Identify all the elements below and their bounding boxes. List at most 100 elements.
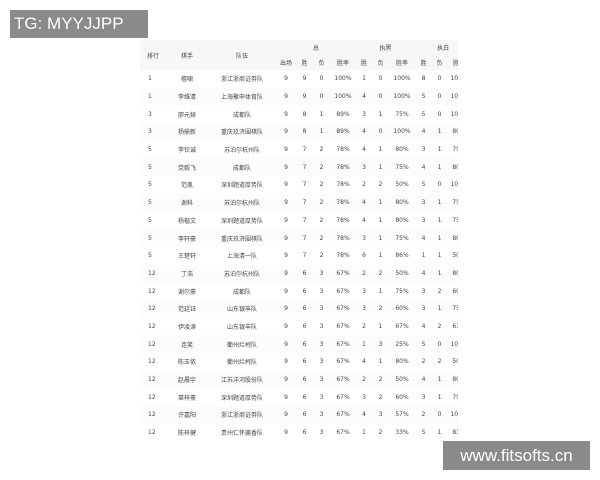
table-row: 12 辜梓豪 深圳题道厚势队 9 6 3 67% 3 2 60% 3 1 75% <box>140 388 458 406</box>
cell-white-rate: 100% <box>450 110 458 118</box>
watermark-bottom: www.fitsofts.cn <box>443 441 590 470</box>
cell-white-rate: 75% <box>452 216 458 224</box>
cell-team: 深圳题道厚势队 <box>220 394 263 402</box>
cell-black-losses: 2 <box>378 181 383 189</box>
cell-rank: 12 <box>148 340 156 348</box>
cell-white-rate: 100% <box>450 93 458 101</box>
cell-white-losses: 1 <box>437 163 442 171</box>
cell-white-wins: 2 <box>421 411 426 419</box>
header-black-rate: 胜率 <box>396 60 409 67</box>
cell-rank: 5 <box>148 234 152 242</box>
cell-team: 重庆玖济围棋队 <box>220 235 263 243</box>
cell-white-wins: 1 <box>421 252 426 260</box>
cell-black-rate: 25% <box>395 340 409 348</box>
cell-black-losses: 3 <box>378 411 383 419</box>
header-black-win: 胜 <box>361 60 368 67</box>
cell-team: 深圳题道厚势队 <box>220 217 263 225</box>
cell-black-wins: 4 <box>362 199 366 207</box>
cell-win-rate: 78% <box>336 181 350 189</box>
cell-games: 9 <box>284 146 288 154</box>
cell-wins: 7 <box>302 234 307 242</box>
cell-rank: 1 <box>148 75 152 83</box>
cell-rank: 12 <box>148 358 156 366</box>
cell-rank: 5 <box>148 199 152 207</box>
cell-black-wins: 2 <box>362 181 366 189</box>
cell-white-losses: 1 <box>437 269 442 277</box>
cell-white-losses: 0 <box>437 340 442 348</box>
cell-white-losses: 0 <box>437 181 442 189</box>
cell-win-rate: 67% <box>336 429 350 437</box>
cell-rank: 3 <box>148 128 152 136</box>
table-row: 12 赵晨宇 江苏洋河股份队 9 6 3 67% 2 2 50% 4 1 80% <box>140 370 458 389</box>
cell-team: 山东银丰队 <box>226 306 257 314</box>
table-row: 12 范廷钰 山东银丰队 9 6 3 67% 3 2 60% 3 1 75% <box>140 299 458 318</box>
cell-wins: 9 <box>302 75 307 83</box>
cell-win-rate: 67% <box>336 322 350 330</box>
cell-rank: 5 <box>148 252 152 260</box>
cell-white-losses: 1 <box>437 216 442 224</box>
cell-player: 丁浩 <box>180 270 193 278</box>
cell-player: 陈玉侬 <box>177 359 196 367</box>
cell-player: 党毅飞 <box>177 164 196 172</box>
cell-black-rate: 75% <box>395 287 409 295</box>
cell-white-losses: 2 <box>437 322 442 330</box>
cell-white-wins: 5 <box>421 340 426 348</box>
cell-white-losses: 1 <box>437 128 442 136</box>
cell-team: 贵州仁怀酱香队 <box>220 430 263 438</box>
cell-losses: 2 <box>319 199 324 207</box>
cell-losses: 2 <box>319 181 324 189</box>
cell-losses: 3 <box>319 376 324 384</box>
cell-losses: 1 <box>319 128 324 136</box>
cell-black-wins: 3 <box>362 110 366 118</box>
cell-player: 杨楷文 <box>177 217 196 225</box>
cell-black-wins: 4 <box>362 128 366 136</box>
cell-white-wins: 3 <box>421 199 426 207</box>
cell-black-rate: 80% <box>395 358 409 366</box>
cell-wins: 6 <box>302 358 307 366</box>
cell-white-losses: 1 <box>437 393 442 401</box>
cell-player: 赵晨宇 <box>177 377 196 385</box>
cell-white-losses: 0 <box>437 93 442 101</box>
cell-player: 檀啸 <box>180 76 193 84</box>
cell-team: 上海清一队 <box>226 253 257 261</box>
cell-white-losses: 1 <box>437 429 442 437</box>
cell-white-losses: 1 <box>437 146 442 154</box>
watermark-top: TG: MYYJJPP <box>10 10 148 38</box>
cell-win-rate: 67% <box>336 340 350 348</box>
table-row: 12 许嘉阳 浙江浙商证券队 9 6 3 67% 4 3 57% 2 0 100% <box>140 406 458 424</box>
cell-rank: 12 <box>148 376 156 384</box>
cell-team: 江苏洋河股份队 <box>220 377 263 385</box>
cell-white-wins: 4 <box>421 269 426 277</box>
cell-black-rate: 75% <box>395 163 409 171</box>
table-row: 5 谢科 苏泊尔杭州队 9 7 2 78% 4 1 80% 3 1 75% <box>140 193 458 212</box>
cell-games: 9 <box>284 411 288 419</box>
cell-team: 重庆玖济围棋队 <box>220 129 263 137</box>
cell-white-rate: 60% <box>452 287 458 295</box>
cell-wins: 6 <box>302 411 307 419</box>
cell-losses: 2 <box>319 216 324 224</box>
cell-losses: 3 <box>319 287 324 295</box>
cell-player: 许嘉阳 <box>177 412 196 420</box>
cell-losses: 3 <box>319 358 324 366</box>
header-rate: 胜率 <box>337 60 350 67</box>
cell-white-losses: 1 <box>437 234 442 242</box>
cell-win-rate: 100% <box>334 93 352 101</box>
cell-white-rate: 80% <box>452 128 458 136</box>
cell-black-losses: 1 <box>378 110 383 118</box>
cell-white-losses: 0 <box>437 75 442 83</box>
cell-white-wins: 4 <box>421 163 426 171</box>
cell-games: 9 <box>284 358 288 366</box>
cell-games: 9 <box>284 340 288 348</box>
cell-win-rate: 89% <box>336 110 350 118</box>
cell-losses: 1 <box>319 110 324 118</box>
header-white-rate: 胜率 <box>453 60 458 67</box>
cell-wins: 6 <box>302 376 307 384</box>
cell-losses: 2 <box>319 163 324 171</box>
cell-player: 陈梓健 <box>177 430 196 438</box>
cell-black-wins: 4 <box>362 93 366 101</box>
cell-player: 李钦诚 <box>177 147 196 155</box>
cell-games: 9 <box>284 287 288 295</box>
cell-black-wins: 3 <box>362 393 366 401</box>
cell-win-rate: 78% <box>336 216 350 224</box>
cell-white-wins: 4 <box>421 234 426 242</box>
